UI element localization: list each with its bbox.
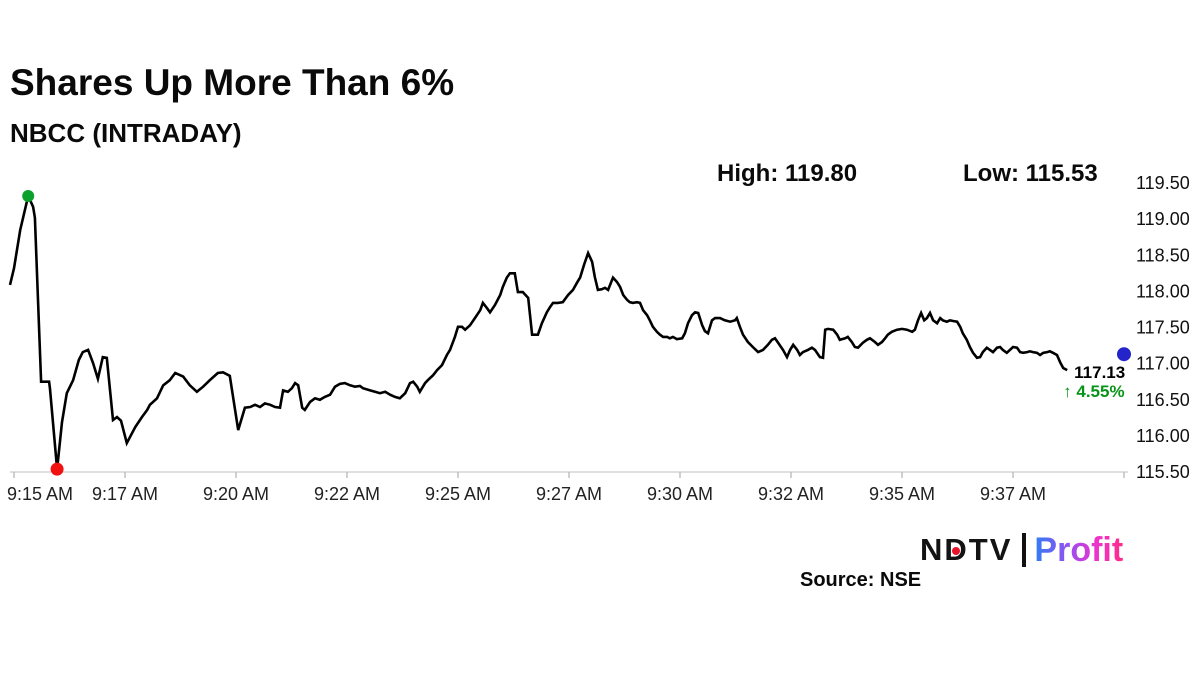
chart-subtitle: NBCC (INTRADAY) bbox=[10, 118, 242, 148]
x-axis-label: 9:37 AM bbox=[980, 484, 1046, 504]
ndtv-red-dot-icon bbox=[951, 547, 960, 556]
ndtv-logo-text: NDTV bbox=[920, 532, 1013, 567]
y-axis-label: 116.00 bbox=[1136, 426, 1190, 446]
x-axis-label: 9:22 AM bbox=[314, 484, 380, 504]
high-value-label: High: 119.80 bbox=[717, 160, 858, 187]
y-axis-label: 119.50 bbox=[1136, 173, 1190, 193]
x-axis-label: 9:25 AM bbox=[425, 484, 491, 504]
y-axis-label: 119.00 bbox=[1136, 209, 1190, 229]
profit-logo-text: Profit bbox=[1034, 530, 1124, 569]
x-axis-label: 9:27 AM bbox=[536, 484, 602, 504]
x-axis-label: 9:32 AM bbox=[758, 484, 824, 504]
x-axis-label: 9:15 AM bbox=[7, 484, 73, 504]
y-axis-label: 118.50 bbox=[1136, 245, 1190, 265]
price-line bbox=[8, 191, 1068, 470]
y-axis-label: 117.00 bbox=[1136, 354, 1190, 374]
high-marker-dot bbox=[22, 190, 35, 203]
y-axis-label: 117.50 bbox=[1136, 318, 1190, 338]
ndtv-profit-logo: NDTV Profit bbox=[920, 531, 1123, 569]
logo-divider bbox=[1022, 533, 1027, 567]
page-title: Shares Up More Than 6% bbox=[10, 62, 455, 103]
y-axis-label: 118.00 bbox=[1136, 281, 1190, 301]
low-marker-dot bbox=[50, 462, 64, 476]
last-price-dot bbox=[1117, 347, 1131, 362]
x-axis-label: 9:17 AM bbox=[92, 484, 158, 504]
y-axis-label: 115.50 bbox=[1136, 462, 1190, 482]
x-axis-label: 9:30 AM bbox=[647, 484, 713, 504]
x-axis-label: 9:20 AM bbox=[203, 484, 269, 504]
y-axis-label: 116.50 bbox=[1136, 390, 1190, 410]
change-percent-label: ↑ 4.55% bbox=[1063, 382, 1124, 401]
source-caption: Source: NSE bbox=[800, 569, 922, 591]
low-value-label: Low: 115.53 bbox=[963, 160, 1098, 187]
last-price-label: 117.13 bbox=[1074, 363, 1125, 382]
x-axis-label: 9:35 AM bbox=[869, 484, 935, 504]
